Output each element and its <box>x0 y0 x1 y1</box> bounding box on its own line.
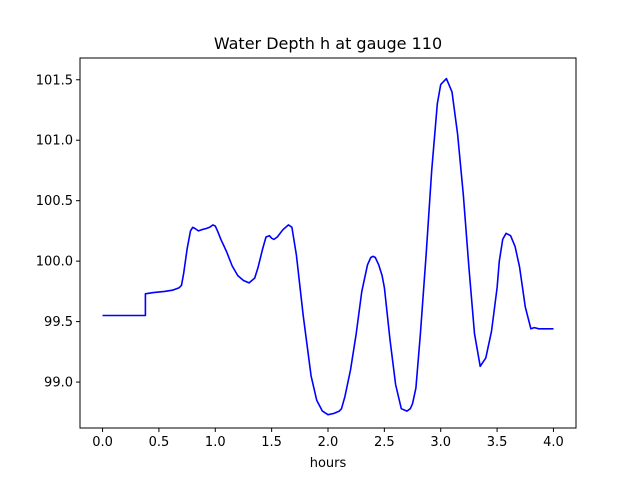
series-line-0 <box>102 77 554 416</box>
x-tick-label: 1.5 <box>261 435 282 450</box>
y-tick-label: 100.5 <box>36 194 73 209</box>
x-tick-label: 2.5 <box>374 435 395 450</box>
y-tick-label: 100.0 <box>36 255 73 270</box>
plot-area <box>102 77 554 416</box>
chart-title: Water Depth h at gauge 110 <box>214 34 442 53</box>
y-tick-label: 101.0 <box>36 134 73 149</box>
y-tick-label: 101.5 <box>36 73 73 88</box>
x-tick-label: 3.5 <box>487 435 508 450</box>
x-axis-label: hours <box>310 456 347 471</box>
x-axis: 0.0 0.5 1.0 1.5 2.0 2.5 3.0 3.5 4.0 <box>92 428 564 450</box>
x-tick-label: 0.0 <box>92 435 113 450</box>
x-tick-label: 4.0 <box>543 435 564 450</box>
y-tick-label: 99.5 <box>44 315 73 330</box>
y-tick-label: 99.0 <box>44 376 73 391</box>
x-tick-label: 1.0 <box>205 435 226 450</box>
y-axis: 99.0 99.5 100.0 100.5 101.0 101.5 <box>36 73 80 391</box>
plot-frame <box>79 57 577 429</box>
x-tick-label: 3.0 <box>430 435 451 450</box>
x-tick-label: 0.5 <box>149 435 170 450</box>
x-tick-label: 2.0 <box>318 435 339 450</box>
